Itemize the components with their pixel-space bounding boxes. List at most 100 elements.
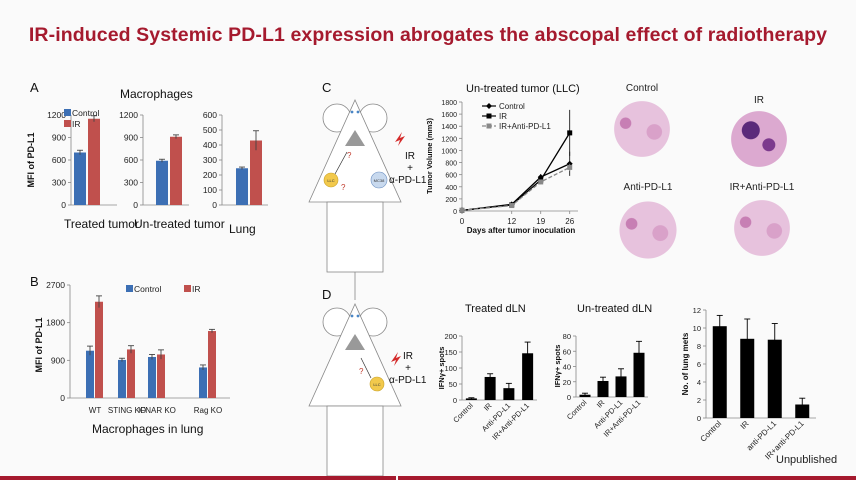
a-lung-y-tick-label: 200 <box>203 170 217 180</box>
histology-anti-pdl1-label: Anti-PD-L1 <box>623 182 673 193</box>
c-growth-point <box>509 203 515 209</box>
d-mets-bar <box>740 338 755 418</box>
c-growth-point <box>567 130 573 136</box>
d-untreated-category-label: IR <box>595 398 607 410</box>
b-y-tick-label: 0 <box>60 393 65 403</box>
d-treated-y-tick-label: 100 <box>444 364 457 373</box>
b-category-label: Rag KO <box>194 406 222 415</box>
a-treated-y-tick-label: 1200 <box>47 110 66 120</box>
panel-a-letter: A <box>30 80 39 95</box>
footer-bar-right <box>398 476 856 480</box>
d-mets-y-tick-label: 6 <box>697 360 701 369</box>
c-mouse-body <box>308 99 402 203</box>
d-untreated-y-tick-label: 60 <box>563 347 571 356</box>
d-mouse-arrow <box>360 357 372 379</box>
d-treated-bar <box>503 388 515 400</box>
c-growth-ylabel: Tumor Volume (mm3) <box>425 118 434 194</box>
b-y-tick-label: 2700 <box>46 280 65 290</box>
b-bar-control <box>148 356 156 398</box>
d-untreated-y-tick-label: 0 <box>567 393 571 402</box>
c-growth-y-tick-label: 200 <box>445 197 457 204</box>
d-treated-bar <box>522 353 534 400</box>
b-category-label: WT <box>89 406 102 415</box>
d-mets-y-tick-label: 10 <box>693 324 701 333</box>
b-bar-ir <box>208 331 216 398</box>
d-mets-y-tick-label: 4 <box>697 378 701 387</box>
d-treated-y-tick-label: 150 <box>444 348 457 357</box>
d-mets-y-tick-label: 12 <box>693 306 701 315</box>
d-treated-title: Treated dLN <box>465 303 526 315</box>
a-untreated-xlabel: Un-treated tumor <box>134 217 225 231</box>
c-growth-x-tick-label: 26 <box>565 217 574 226</box>
d-mets-y-tick-label: 0 <box>697 414 701 423</box>
c-growth-xlabel: Days after tumor inoculation <box>467 226 576 235</box>
a-lung-y-tick-label: 100 <box>203 185 217 195</box>
c-growth-y-tick-label: 1600 <box>441 112 457 119</box>
d-mets-bar <box>767 339 782 418</box>
a-treated-bar-ir <box>88 118 100 205</box>
b-legend-label-ir: IR <box>192 284 201 294</box>
c-growth-y-tick-label: 1200 <box>441 136 457 143</box>
c-mouse-tumor-llc <box>323 172 339 188</box>
a-lung-bar-ir <box>250 140 262 205</box>
a-treated-y-tick-label: 900 <box>52 133 66 143</box>
c-growth-x-tick-label: 0 <box>460 217 465 226</box>
panel-b-xlabel: Macrophages in lung <box>92 422 204 436</box>
c-growth-y-tick-label: 600 <box>445 173 457 180</box>
c-growth-y-tick-label: 1800 <box>441 100 457 107</box>
c-growth-title: Un-treated tumor (LLC) <box>466 83 580 95</box>
slide-title: IR-induced Systemic PD-L1 expression abr… <box>28 24 828 46</box>
d-mouse-lung-icon <box>345 334 365 350</box>
c-growth-legend-label: Control <box>499 102 525 111</box>
c-growth-point <box>538 179 544 185</box>
a-treated-xlabel: Treated tumor <box>64 217 139 231</box>
lung-section-image <box>721 199 803 257</box>
d-mouse-tumor-llc <box>369 376 385 392</box>
d-untreated-y-tick-label: 40 <box>563 363 571 372</box>
d-untreated-ylabel: IFNγ+ spots <box>553 345 562 388</box>
b-legend-swatch-control <box>126 285 133 292</box>
panel-a-title: Macrophages <box>120 87 193 101</box>
a-treated-y-tick-label: 0 <box>61 200 66 210</box>
b-bar-control <box>199 367 207 398</box>
a-treated-bar-control <box>74 152 86 205</box>
d-treated-category-label: IR <box>482 401 494 413</box>
c-growth-y-tick-label: 400 <box>445 185 457 192</box>
a-treated-y-tick-label: 600 <box>52 155 66 165</box>
a-untreated-y-tick-label: 600 <box>124 155 138 165</box>
histology-control-label: Control <box>625 83 659 94</box>
d-mouse-radiation-icon <box>391 352 401 366</box>
d-treated-bar <box>465 398 477 400</box>
a-untreated-y-tick-label: 900 <box>124 133 138 143</box>
b-bar-control <box>118 359 126 398</box>
c-growth-legend-marker <box>486 103 492 109</box>
c-mouse-lung-icon <box>345 130 365 146</box>
lung-section-image <box>718 110 800 168</box>
d-untreated-y-tick-label: 80 <box>563 332 571 341</box>
c-growth-line-2 <box>461 166 571 212</box>
d-mouse-eye-left <box>350 314 354 318</box>
histology-anti-pdl1: Anti-PD-L1 <box>596 182 700 261</box>
d-untreated-title: Un-treated dLN <box>577 303 653 315</box>
lung-section-image <box>601 100 683 158</box>
a-lung-xlabel: Lung <box>229 222 256 236</box>
c-growth-x-tick-label: 12 <box>507 217 516 226</box>
d-mouse-question: ? <box>359 367 364 376</box>
c-growth-point <box>567 164 573 170</box>
panel-d-letter: D <box>322 287 332 302</box>
d-mets-category-label: Control <box>699 419 724 444</box>
a-treated-y-tick-label: 300 <box>52 178 66 188</box>
d-treatment-ir: IR <box>403 351 413 362</box>
c-growth-legend-marker <box>486 123 492 129</box>
c-treatment-plus: + <box>407 163 413 174</box>
c-growth-x-tick-label: 19 <box>536 217 545 226</box>
c-mouse-eye-right <box>356 110 360 114</box>
a-untreated-y-tick-label: 1200 <box>119 110 138 120</box>
c-growth-y-tick-label: 800 <box>445 161 457 168</box>
a-lung-y-tick-label: 600 <box>203 110 217 120</box>
c-growth-y-tick-label: 1400 <box>441 124 457 131</box>
b-bar-ir <box>157 354 165 398</box>
c-mouse-arrow <box>334 151 348 175</box>
unpublished-note: Unpublished <box>776 454 838 466</box>
